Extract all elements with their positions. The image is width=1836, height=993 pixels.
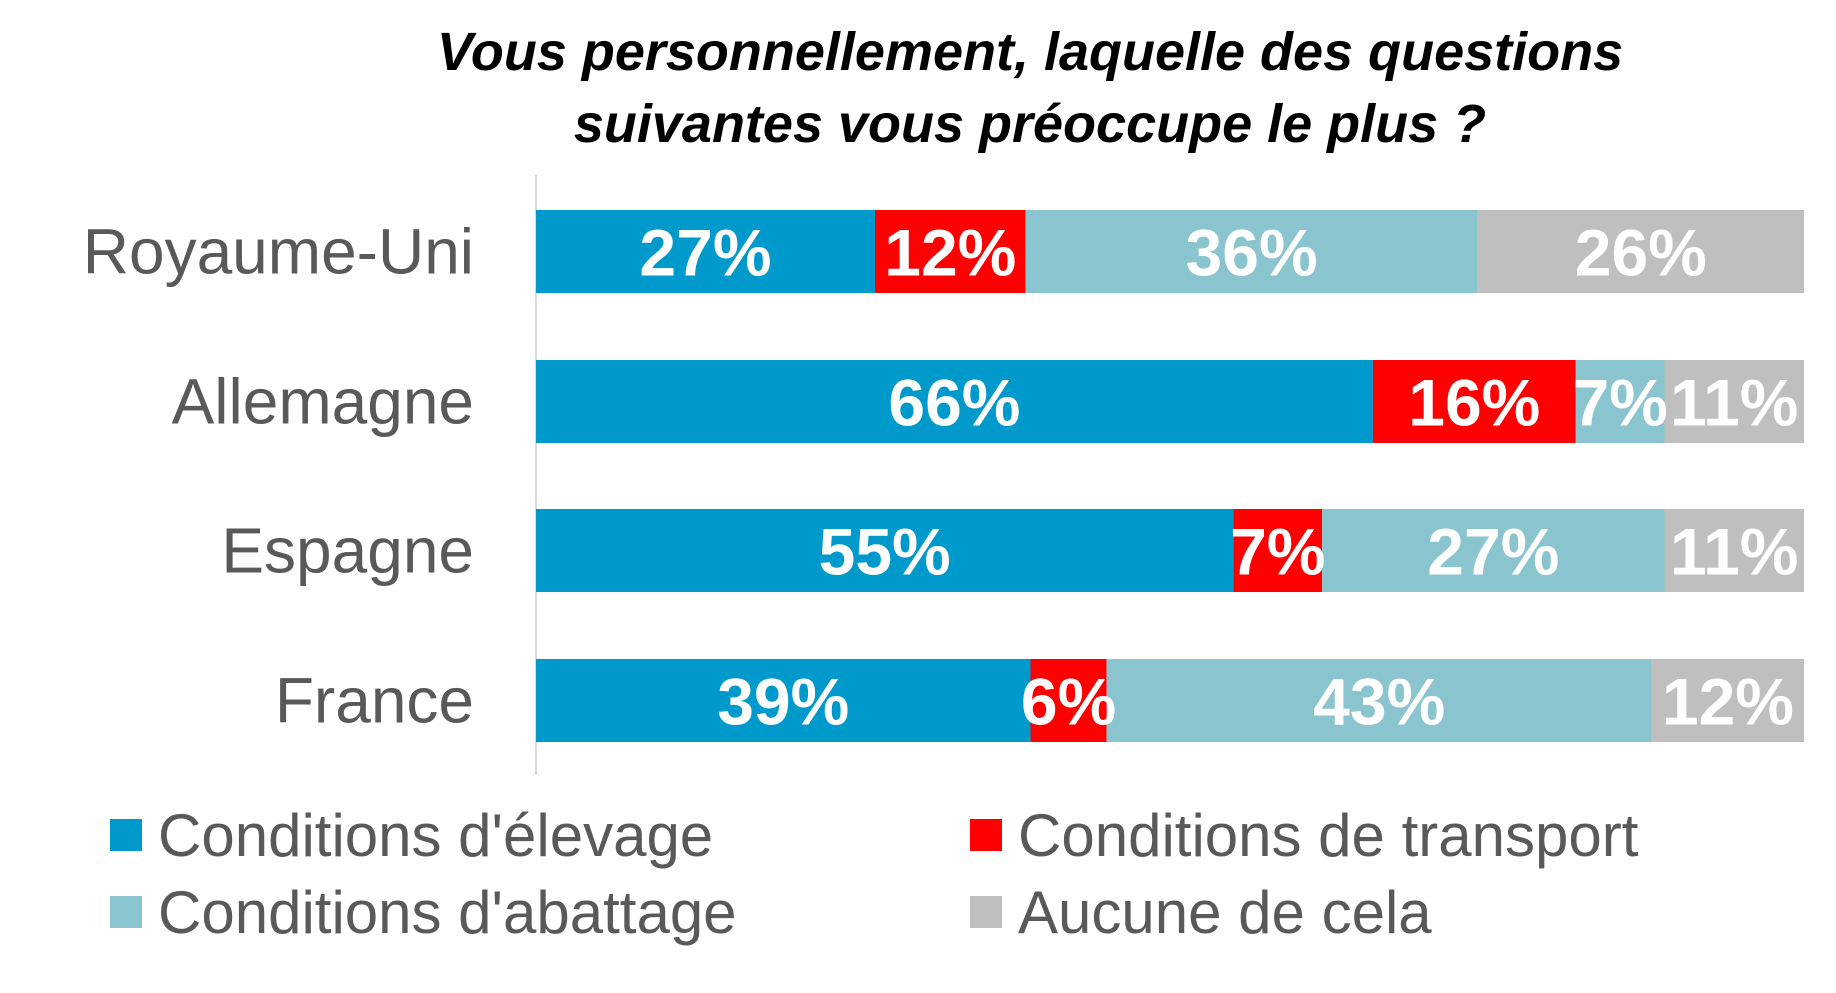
data-label: 43%	[1313, 665, 1445, 739]
bar-segment	[1372, 360, 1576, 443]
legend-label: Conditions d'élevage	[158, 802, 713, 869]
legend-label: Conditions d'abattage	[158, 879, 737, 946]
category-label: Espagne	[221, 515, 474, 587]
bar-segment	[874, 210, 1026, 293]
category-labels: Royaume-Uni Allemagne Espagne France	[83, 216, 474, 737]
value-labels: 27% 12% 36% 26%66% 16% 7% 11%55% 7% 27% 11%39% 6% 4…	[639, 216, 1798, 739]
data-label: 36%	[1186, 216, 1318, 290]
bar-segment	[1106, 659, 1652, 742]
legend-swatch	[110, 896, 142, 928]
bar-segment	[1477, 210, 1804, 293]
bar-segment	[536, 509, 1234, 592]
data-label: 11%	[1670, 515, 1798, 589]
bar-segment	[1322, 509, 1665, 592]
data-label: 16%	[1408, 366, 1540, 440]
legend-item: Conditions de transport	[970, 802, 1639, 869]
data-label: 11%	[1670, 366, 1798, 440]
bar-segment	[536, 360, 1373, 443]
legend-item: Conditions d'élevage	[110, 802, 713, 869]
bar-segment	[1025, 210, 1478, 293]
category-label: Allemagne	[172, 366, 474, 438]
data-label: 7%	[1572, 366, 1667, 440]
bars	[536, 210, 1804, 742]
data-label: 26%	[1575, 216, 1707, 290]
data-label: 12%	[884, 216, 1016, 290]
data-label: 27%	[1427, 515, 1559, 589]
bar-segment	[1233, 509, 1323, 592]
data-label: 27%	[639, 216, 771, 290]
bar-segment	[1030, 659, 1107, 742]
legend-label: Conditions de transport	[1018, 802, 1639, 869]
data-label: 55%	[819, 515, 951, 589]
data-label: 12%	[1662, 665, 1794, 739]
category-label: Royaume-Uni	[83, 216, 474, 288]
bar-segment	[536, 659, 1031, 742]
chart-title-line: Vous personnellement, laquelle des quest…	[437, 22, 1623, 82]
legend-item: Conditions d'abattage	[110, 879, 737, 946]
legend: Conditions d'élevage Conditions de transp…	[110, 802, 1639, 946]
data-label: 39%	[717, 665, 849, 739]
legend-item: Aucune de cela	[970, 879, 1432, 946]
bar-segment	[1575, 360, 1665, 443]
legend-swatch	[110, 819, 142, 851]
bar-segment	[1664, 360, 1804, 443]
bar-segment	[536, 210, 875, 293]
legend-label: Aucune de cela	[1018, 879, 1432, 946]
data-label: 66%	[888, 366, 1020, 440]
chart-title: Vous personnellement, laquelle des quest…	[437, 22, 1623, 154]
bar-segment	[1651, 659, 1804, 742]
legend-swatch	[970, 819, 1002, 851]
chart-title-line: suivantes vous préoccupe le plus ?	[574, 94, 1486, 154]
data-label: 7%	[1230, 515, 1325, 589]
legend-swatch	[970, 896, 1002, 928]
category-label: France	[275, 665, 474, 737]
bar-segment	[1664, 509, 1804, 592]
data-label: 6%	[1021, 665, 1116, 739]
